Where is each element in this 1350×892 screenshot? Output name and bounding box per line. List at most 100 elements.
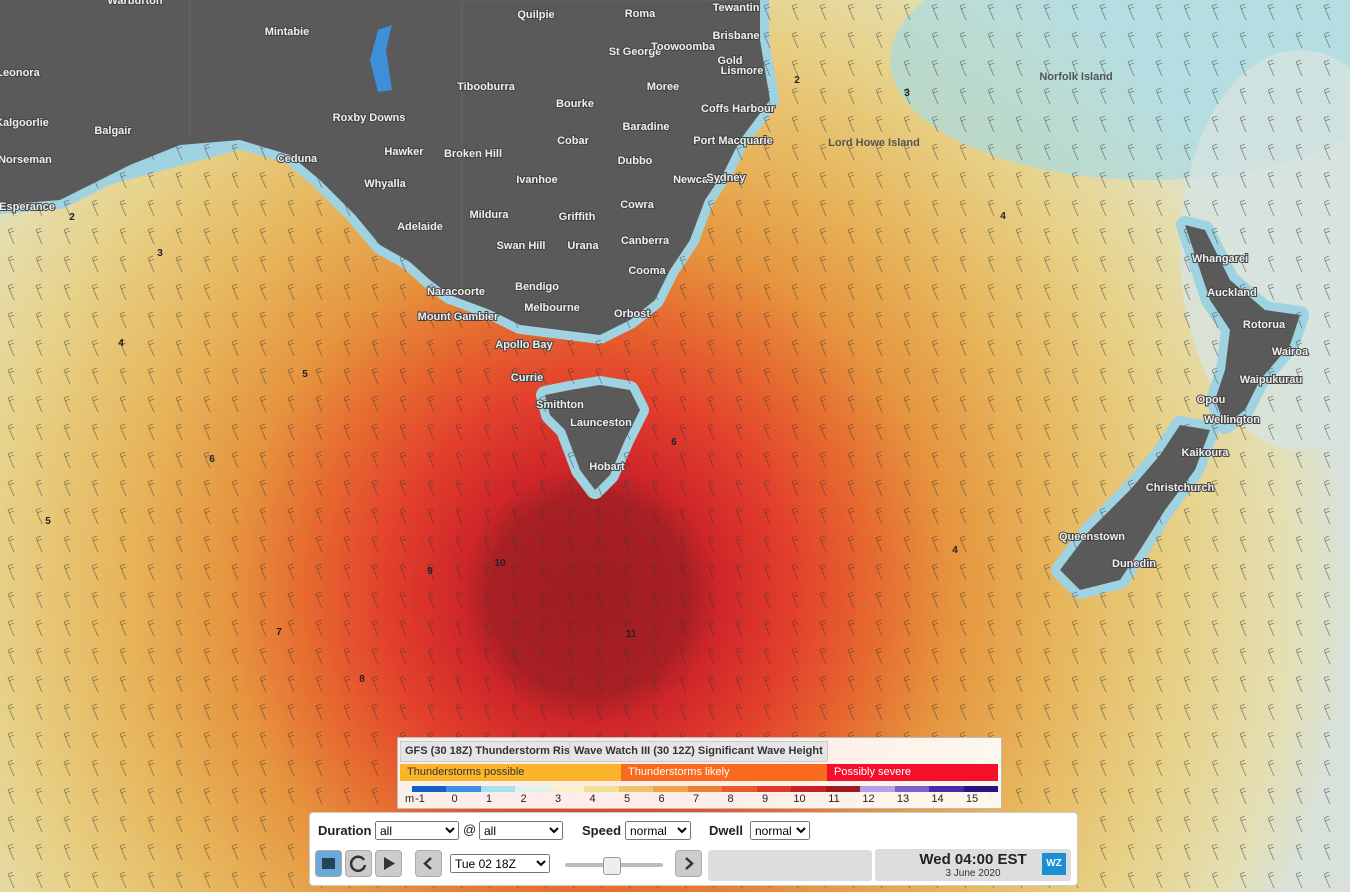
place-label: Launceston xyxy=(570,417,632,429)
place-label: Urana xyxy=(567,240,599,252)
legend-tab[interactable]: Wave Watch III (30 12Z) Significant Wave… xyxy=(569,741,828,762)
place-label: Rotorua xyxy=(1243,319,1286,331)
play-button[interactable] xyxy=(375,850,402,877)
wave-tick-label: 3 xyxy=(554,793,562,805)
place-label: Waipukurau xyxy=(1240,374,1303,386)
place-label: Dubbo xyxy=(618,155,653,167)
place-label: Moree xyxy=(647,81,679,93)
loop-button[interactable] xyxy=(345,850,372,877)
wave-tick-label: 0 xyxy=(451,793,458,805)
place-label: Norseman xyxy=(0,154,52,166)
place-label: Dunedin xyxy=(1112,558,1156,570)
contour-label: 6 xyxy=(209,454,215,465)
place-label: Opou xyxy=(1197,394,1226,406)
place-label: Mount Gambier xyxy=(418,311,499,323)
wave-tick-label: 1 xyxy=(485,793,493,805)
place-label: Baradine xyxy=(622,121,669,133)
place-label: Griffith xyxy=(559,211,596,223)
wave-tick-label: 11 xyxy=(828,793,840,805)
wave-tick-label: 12 xyxy=(862,793,875,805)
animation-controls: Duration all @ all Speed normal Dwell no… xyxy=(309,812,1078,886)
duration-select[interactable]: all xyxy=(375,821,459,840)
wave-tick-label: 2 xyxy=(520,793,527,805)
contour-label: 6 xyxy=(671,437,677,448)
place-label: Mintabie xyxy=(265,26,310,38)
film-button[interactable] xyxy=(315,850,342,877)
place-label: Lord Howe Island xyxy=(828,137,920,149)
legend: GFS (30 18Z) Thunderstorm Risk Wave Watc… xyxy=(397,737,1002,809)
map-labels: Warburton Quilpie Roma Tewantin Brisbane Mint… xyxy=(0,0,1310,685)
place-label: Norfolk Island xyxy=(1039,71,1112,83)
place-label: Ceduna xyxy=(277,153,318,165)
place-label: St George xyxy=(609,46,662,58)
place-label: Wellington xyxy=(1204,414,1260,426)
contour-label: 11 xyxy=(626,629,637,640)
place-label: Coffs Harbour xyxy=(701,103,776,115)
place-label: Cobar xyxy=(557,135,590,147)
place-label: Smithton xyxy=(536,399,584,411)
place-label: Hobart xyxy=(589,461,625,473)
dwell-label: Dwell xyxy=(709,823,743,838)
legend-tab[interactable]: GFS (30 18Z) Thunderstorm Risk xyxy=(400,741,582,762)
contour-label: 7 xyxy=(276,627,282,638)
wave-color-scale xyxy=(412,786,998,792)
place-label: Balgair xyxy=(94,125,132,137)
contour-label: 2 xyxy=(794,75,800,86)
place-label: Apollo Bay xyxy=(495,339,553,351)
status-box xyxy=(708,850,872,881)
contour-label: 2 xyxy=(69,212,75,223)
at-label: @ xyxy=(463,822,477,837)
contour-label: 3 xyxy=(157,248,163,259)
contour-label: 4 xyxy=(1000,211,1006,222)
time-slider[interactable] xyxy=(565,857,663,875)
wave-tick-label: 14 xyxy=(931,793,944,805)
state-borders xyxy=(189,0,760,290)
contour-label: 4 xyxy=(118,338,124,349)
place-label: Queenstown xyxy=(1059,531,1125,543)
speed-select[interactable]: normal xyxy=(625,821,691,840)
place-label: Melbourne xyxy=(524,302,580,314)
thunderstorm-scale: Thunderstorms possible Thunderstorms lik… xyxy=(400,764,998,781)
place-label: Roma xyxy=(625,8,656,20)
contour-label: 5 xyxy=(45,516,51,527)
logo[interactable]: WZ xyxy=(1042,853,1066,875)
place-label: Auckland xyxy=(1207,287,1257,299)
place-label: Cooma xyxy=(628,265,666,277)
place-label: Kaikoura xyxy=(1181,447,1229,459)
wave-tick-label: 15 xyxy=(965,793,979,805)
place-label: Canberra xyxy=(621,235,670,247)
current-time: Wed 04:00 EST xyxy=(919,851,1027,868)
dwell-select[interactable]: normal xyxy=(750,821,810,840)
next-button[interactable] xyxy=(675,850,702,877)
place-label: Cowra xyxy=(620,199,655,211)
wave-tick-label: 4 xyxy=(589,793,596,805)
place-label: Toowoomba xyxy=(651,41,716,53)
wave-tick-label: 6 xyxy=(658,793,665,805)
thunder-level: Thunderstorms possible xyxy=(400,764,621,781)
contour-label: 4 xyxy=(952,545,958,556)
place-label: Bendigo xyxy=(515,281,559,293)
thunder-level: Possibly severe xyxy=(827,764,998,781)
place-label: Orbost xyxy=(614,308,650,320)
wave-unit: m xyxy=(405,793,415,805)
slider-thumb[interactable] xyxy=(603,857,621,875)
place-label: Broken Hill xyxy=(444,148,502,160)
place-label: Tibooburra xyxy=(457,81,516,93)
contour-label: 10 xyxy=(494,558,506,569)
place-label: Esperance xyxy=(0,201,55,213)
previous-button[interactable] xyxy=(415,850,442,877)
place-label: Sydney xyxy=(706,172,746,184)
wave-tick-label: 13 xyxy=(896,793,910,805)
place-label: Bourke xyxy=(556,98,594,110)
time-range-select[interactable]: all xyxy=(479,821,563,840)
place-label: Kalgoorlie xyxy=(0,117,49,129)
speed-label: Speed xyxy=(582,823,622,838)
time-select[interactable]: Tue 02 18Z xyxy=(450,854,550,873)
place-label: Newcastle xyxy=(673,174,727,186)
wave-tick-label: 8 xyxy=(727,793,734,805)
place-label: Currie xyxy=(511,372,543,384)
place-label: Quilpie xyxy=(517,9,554,21)
